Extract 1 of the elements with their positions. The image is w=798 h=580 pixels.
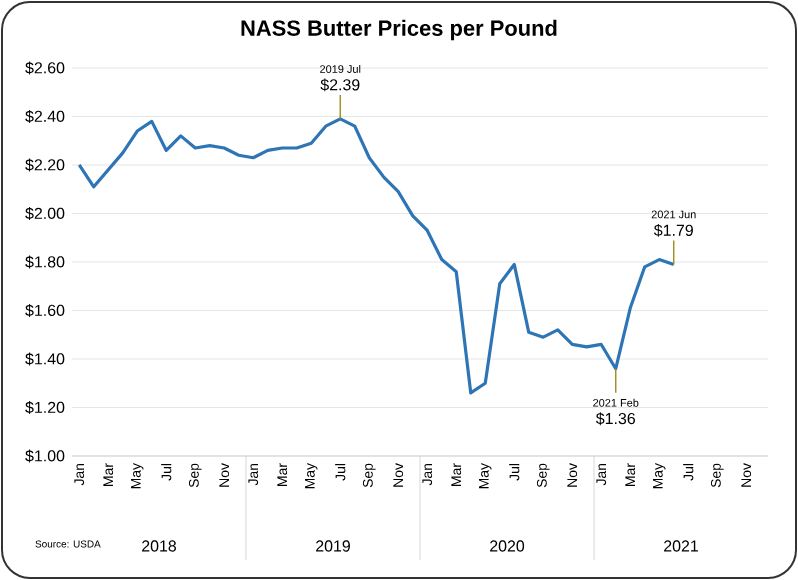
chart-title: NASS Butter Prices per Pound	[241, 19, 557, 41]
